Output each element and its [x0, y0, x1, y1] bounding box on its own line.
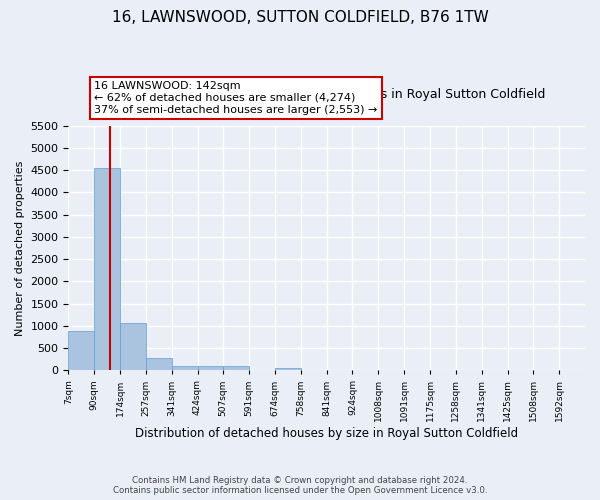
Title: Size of property relative to detached houses in Royal Sutton Coldfield: Size of property relative to detached ho… [109, 88, 545, 101]
Bar [172, 366, 197, 370]
Text: Contains HM Land Registry data © Crown copyright and database right 2024.
Contai: Contains HM Land Registry data © Crown c… [113, 476, 487, 495]
X-axis label: Distribution of detached houses by size in Royal Sutton Coldfield: Distribution of detached houses by size … [135, 427, 518, 440]
Text: 16 LAWNSWOOD: 142sqm
← 62% of detached houses are smaller (4,274)
37% of semi-de: 16 LAWNSWOOD: 142sqm ← 62% of detached h… [94, 82, 377, 114]
Text: 16, LAWNSWOOD, SUTTON COLDFIELD, B76 1TW: 16, LAWNSWOOD, SUTTON COLDFIELD, B76 1TW [112, 10, 488, 25]
Bar [94, 168, 120, 370]
Bar [223, 366, 249, 370]
Bar [275, 368, 301, 370]
Bar [197, 366, 223, 370]
Bar [120, 323, 146, 370]
Y-axis label: Number of detached properties: Number of detached properties [15, 160, 25, 336]
Bar [68, 331, 94, 370]
Bar [146, 358, 172, 370]
